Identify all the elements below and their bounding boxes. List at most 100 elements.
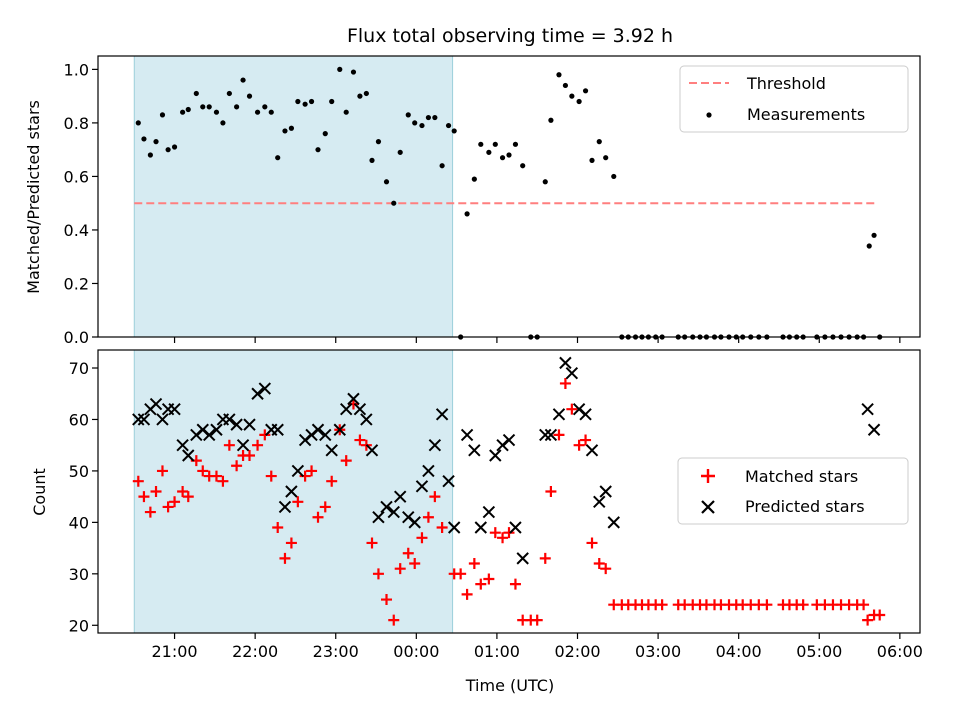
matched-star-point: [497, 532, 509, 544]
y-tick-label: 30: [69, 565, 89, 584]
measurement-point: [432, 114, 438, 121]
x-axis-label: Time (UTC): [465, 676, 554, 695]
measurement-point: [165, 147, 171, 153]
matched-star-point: [797, 599, 809, 611]
matched-star-point: [138, 491, 150, 503]
matched-star-point: [319, 501, 331, 513]
predicted-star-point: [360, 413, 373, 426]
measurement-point: [185, 106, 191, 113]
predicted-star-point: [428, 438, 442, 452]
x-tick-label: 23:00: [313, 642, 359, 661]
measurement-point: [375, 139, 382, 145]
top-y-axis-label: Matched/Predicted stars: [24, 100, 43, 294]
measurement-point: [180, 109, 186, 115]
measurement-point: [308, 98, 315, 105]
matched-star-point: [177, 486, 189, 497]
measurement-point: [499, 155, 506, 161]
predicted-star-point: [599, 485, 612, 498]
measurement-point: [275, 155, 281, 161]
y-tick-label: 0.8: [64, 114, 89, 133]
predicted-star-point: [137, 413, 151, 426]
legend-threshold-label: Threshold: [746, 74, 826, 93]
matched-star-point: [539, 552, 551, 564]
matched-star-point: [223, 439, 235, 451]
y-tick-label: 1.0: [64, 60, 89, 79]
matched-star-point: [210, 470, 222, 482]
y-tick-label: 0.2: [64, 274, 89, 293]
measurement-point: [589, 157, 595, 163]
matched-star-point: [279, 552, 291, 564]
measurement-point: [569, 93, 575, 99]
x-tick-label: 06:00: [877, 642, 923, 661]
matched-star-point: [489, 527, 501, 539]
measurement-point: [369, 157, 375, 163]
predicted-star-point: [347, 392, 360, 406]
matched-star-point: [545, 486, 557, 497]
y-tick-label: 60: [69, 410, 89, 429]
matched-star-point: [347, 398, 359, 410]
measurement-point: [246, 93, 253, 99]
predicted-star-point: [311, 423, 325, 436]
measurement-point: [445, 122, 452, 129]
matched-star-point: [468, 558, 480, 570]
measurement-point: [391, 200, 397, 206]
measurement-point: [611, 173, 617, 180]
top-x-ticks: [173, 337, 901, 343]
matched-star-point: [265, 470, 277, 482]
predicted-star-point: [474, 521, 488, 534]
predicted-star-point: [468, 444, 481, 457]
predicted-star-point: [861, 402, 874, 416]
measurement-point: [582, 88, 589, 94]
y-tick-label: 0.4: [64, 221, 89, 240]
measurement-point: [471, 176, 477, 182]
measurement-point: [147, 152, 153, 158]
measurement-point: [464, 211, 470, 217]
measurement-point: [425, 114, 432, 121]
measurement-point: [439, 163, 445, 169]
measurement-point: [268, 109, 274, 115]
predicted-star-point: [325, 444, 338, 457]
legend-measurements-label: Measurements: [747, 105, 865, 124]
predicted-star-point: [353, 402, 367, 416]
matched-star-point: [394, 563, 406, 575]
matched-star-point: [436, 522, 448, 534]
y-tick-label: 70: [69, 359, 89, 378]
predicted-star-point: [251, 387, 264, 400]
y-tick-label: 50: [69, 462, 89, 481]
predicted-star-point: [203, 428, 216, 442]
predicted-star-point: [422, 464, 435, 478]
matched-star-point: [874, 609, 886, 621]
measurement-point: [478, 141, 484, 147]
measurement-point: [520, 163, 526, 169]
measurement-point: [141, 136, 147, 142]
matched-star-point: [144, 506, 156, 518]
matched-star-point: [503, 527, 515, 539]
predicted-star-point: [333, 423, 346, 436]
predicted-star-point: [435, 408, 449, 421]
matched-star-point: [402, 547, 414, 559]
bottom-y-ticks: 20 30 40 50 60 70: [69, 359, 98, 635]
measurement-point: [486, 149, 492, 155]
chart-title: Flux total observing time = 3.92 h: [347, 25, 673, 47]
matched-star-point: [580, 434, 592, 446]
matched-star-point: [272, 522, 284, 534]
measurement-point: [357, 93, 363, 99]
measurement-point: [492, 141, 498, 147]
predicted-star-point: [579, 408, 592, 421]
predicted-star-point: [210, 423, 223, 436]
predicted-star-point: [516, 552, 529, 565]
matched-star-point: [573, 439, 585, 451]
measurement-point: [288, 125, 295, 131]
measurement-point: [200, 104, 206, 110]
measurement-point: [542, 179, 548, 185]
predicted-star-point: [365, 444, 379, 457]
measurement-point: [556, 72, 562, 78]
matched-star-point: [483, 573, 495, 585]
top-y-ticks: 0.0 0.2 0.4 0.6 0.8 1.0: [64, 60, 98, 347]
measurement-point: [596, 139, 602, 145]
measurement-point: [282, 128, 288, 134]
legend-matched-label: Matched stars: [745, 467, 858, 486]
bottom-panel-marks: [132, 356, 886, 626]
matched-star-point: [409, 558, 421, 570]
matched-star-point: [299, 470, 311, 482]
